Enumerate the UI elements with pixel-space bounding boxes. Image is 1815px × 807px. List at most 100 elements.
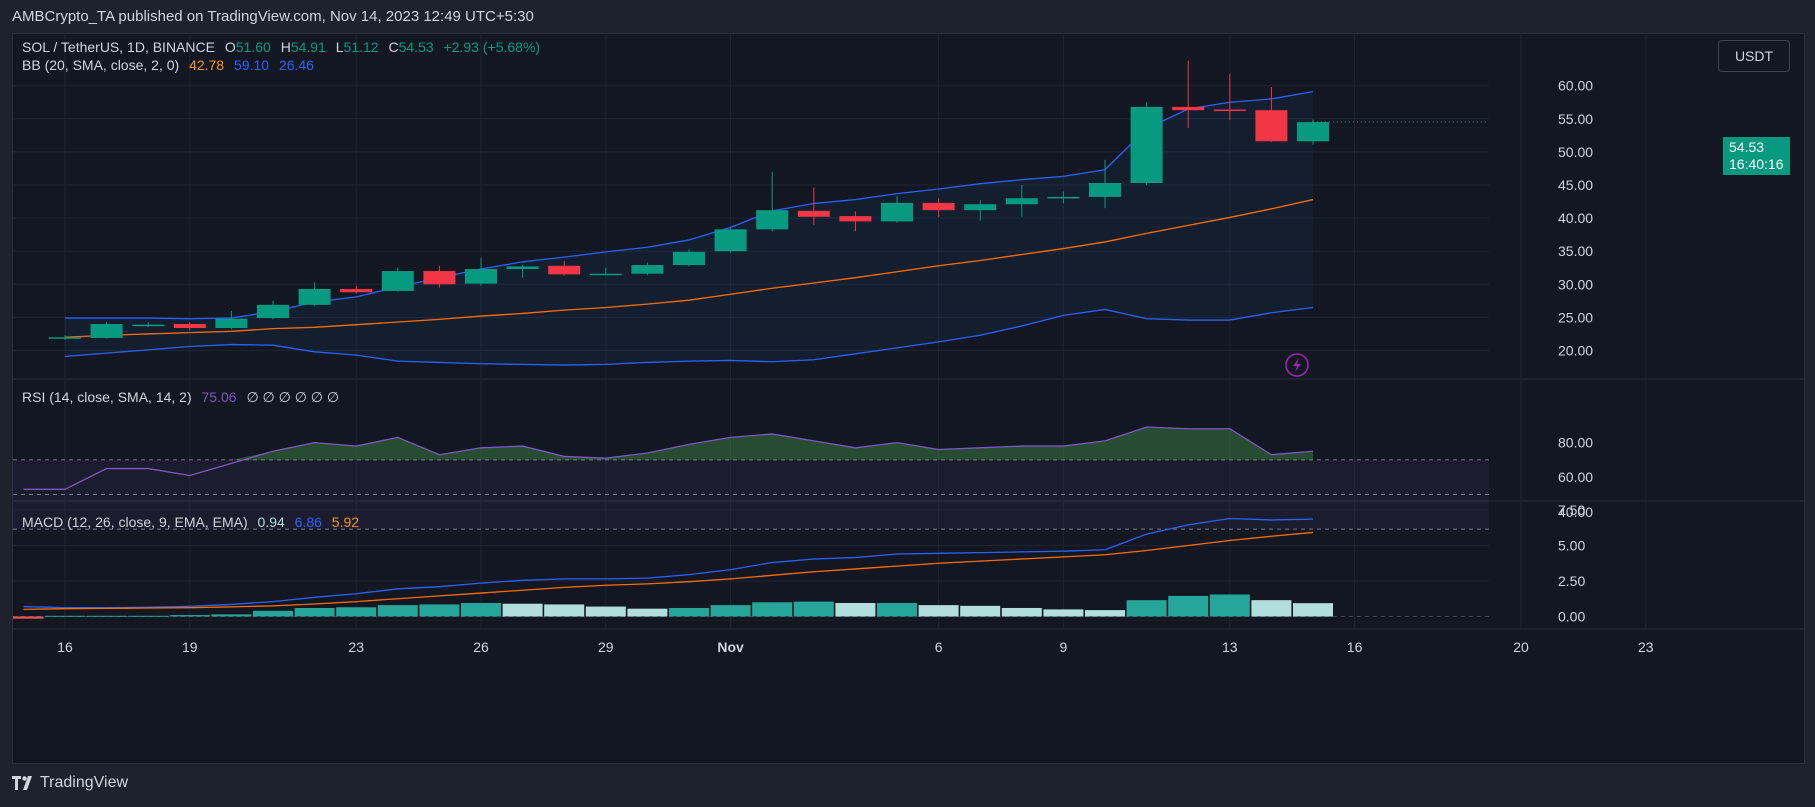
rsi-tick-label: 40.00 <box>1558 504 1593 520</box>
macd-legend: MACD (12, 26, close, 9, EMA, EMA) 0.94 6… <box>22 514 365 530</box>
macd-signal-value: 5.92 <box>331 514 360 530</box>
macd-histogram-bar <box>253 610 293 617</box>
candle-body <box>506 266 539 270</box>
candle-body <box>132 324 165 327</box>
candle-body <box>1130 106 1163 184</box>
x-tick-label: 20 <box>1513 639 1529 655</box>
change-value: +2.93 (+5.68%) <box>443 39 541 55</box>
bb-lower-line <box>64 306 1314 366</box>
price-tick-label: 60.00 <box>1558 78 1593 94</box>
bar-countdown: 16:40:16 <box>1729 156 1784 172</box>
macd-label[interactable]: MACD (12, 26, close, 9, EMA, EMA) <box>22 514 248 530</box>
candle-body <box>298 288 331 305</box>
macd-histogram-bar <box>86 615 127 617</box>
macd-histogram-bar <box>710 605 751 617</box>
candle-body <box>548 265 581 275</box>
high-value: 54.91 <box>290 39 326 55</box>
rsi-line <box>23 426 1314 490</box>
candle-body <box>839 216 872 222</box>
lightning-icon <box>1293 358 1301 372</box>
macd-line-value: 6.86 <box>294 514 322 530</box>
bb-upper-value: 59.10 <box>234 57 270 73</box>
macd-histogram-bar <box>877 603 917 617</box>
footer-brand[interactable]: TradingView <box>12 774 128 792</box>
candle-body <box>1213 109 1246 112</box>
symbol-label[interactable]: SOL / TetherUS, 1D, BINANCE <box>22 39 215 55</box>
price-tick-label: 20.00 <box>1558 343 1593 359</box>
tradingview-logo-icon <box>12 776 32 790</box>
macd-histogram-bar <box>627 608 668 617</box>
macd-line <box>23 517 1314 609</box>
candle-body <box>423 271 456 285</box>
close-value: 54.53 <box>398 39 434 55</box>
macd-histogram-bar <box>419 604 460 617</box>
x-tick-label: 9 <box>1060 639 1068 655</box>
footer-brand-text: TradingView <box>40 774 129 791</box>
bb-basis-line <box>64 198 1314 338</box>
macd-histogram-bar <box>1043 609 1084 617</box>
macd-histogram-bar <box>793 601 834 617</box>
candle-body <box>1255 110 1288 142</box>
macd-histogram-bar <box>377 605 418 617</box>
macd-histogram-bar <box>169 615 210 617</box>
x-tick-label: 16 <box>57 639 73 655</box>
candle-body <box>797 210 830 217</box>
chart-panel[interactable]: 16 19 23 26 29 Nov 6 9 13 16 20 23 20.00 25.00 30.00 35… <box>12 33 1806 765</box>
candle-body <box>215 318 248 328</box>
price-tick-label: 45.00 <box>1558 177 1593 193</box>
last-price-tag: 54.53 16:40:16 <box>1723 137 1790 175</box>
rsi-overbought-fill <box>23 427 1313 460</box>
currency-button[interactable]: USDT <box>1718 40 1790 72</box>
x-tick-label: 13 <box>1222 639 1238 655</box>
macd-histogram-bar <box>211 614 252 617</box>
candle-body <box>49 337 81 339</box>
macd-histogram-bar <box>336 607 377 617</box>
macd-histogram-bar <box>1001 607 1042 617</box>
candle-body <box>173 324 206 328</box>
macd-histogram-bar <box>128 615 169 617</box>
publisher-line: AMBCrypto_TA published on TradingView.co… <box>12 8 534 25</box>
candle-body <box>922 202 955 211</box>
last-price-value: 54.53 <box>1729 139 1765 155</box>
macd-histogram-bar <box>45 615 85 617</box>
bb-label[interactable]: BB (20, SMA, close, 2, 0) <box>22 57 180 73</box>
macd-histogram-bar <box>502 603 543 617</box>
macd-histogram-bar <box>294 607 335 617</box>
macd-histogram-bar <box>669 607 709 617</box>
candle-body <box>1047 196 1080 199</box>
x-tick-label: 16 <box>1347 639 1363 655</box>
candle-body <box>381 271 414 291</box>
x-tick-label: 29 <box>598 639 614 655</box>
macd-histogram-bar <box>1251 600 1292 617</box>
macd-histogram-bar <box>1293 603 1333 617</box>
macd-hist-value: 0.94 <box>257 514 285 530</box>
candle-body <box>964 204 997 211</box>
price-legend: SOL / TetherUS, 1D, BINANCE O51.60 H54.9… <box>22 39 546 55</box>
x-tick-label: 19 <box>182 639 198 655</box>
candle-body <box>673 251 705 266</box>
rsi-label[interactable]: RSI (14, close, SMA, 14, 2) <box>22 389 192 405</box>
macd-histogram-bar <box>960 605 1001 617</box>
macd-tick-label: 5.00 <box>1558 538 1585 554</box>
price-tick-label: 50.00 <box>1558 144 1593 160</box>
macd-histogram-bar <box>752 602 793 617</box>
price-tick-label: 55.00 <box>1558 111 1593 127</box>
candle-body <box>589 273 622 276</box>
chart-canvas[interactable]: 16 19 23 26 29 Nov 6 9 13 16 20 23 20.00 25.00 30.00 35… <box>13 34 1806 765</box>
candle-body <box>631 265 664 274</box>
macd-histogram-bar <box>1126 600 1167 617</box>
price-tick-label: 40.00 <box>1558 210 1593 226</box>
candle-body <box>90 324 123 338</box>
rsi-tick-label: 60.00 <box>1558 469 1593 485</box>
x-tick-label: 6 <box>935 639 943 655</box>
x-tick-label: Nov <box>717 639 744 655</box>
macd-histogram-bar <box>918 605 959 617</box>
candle-body <box>465 269 497 284</box>
macd-signal-line <box>23 531 1314 611</box>
rsi-legend: RSI (14, close, SMA, 14, 2) 75.06 ∅ ∅ ∅ … <box>22 389 345 406</box>
macd-histogram-bar <box>585 606 626 617</box>
high-label: H <box>280 39 291 55</box>
close-label: C <box>388 39 399 55</box>
candle-body <box>1089 183 1121 197</box>
candle-body <box>340 288 373 293</box>
